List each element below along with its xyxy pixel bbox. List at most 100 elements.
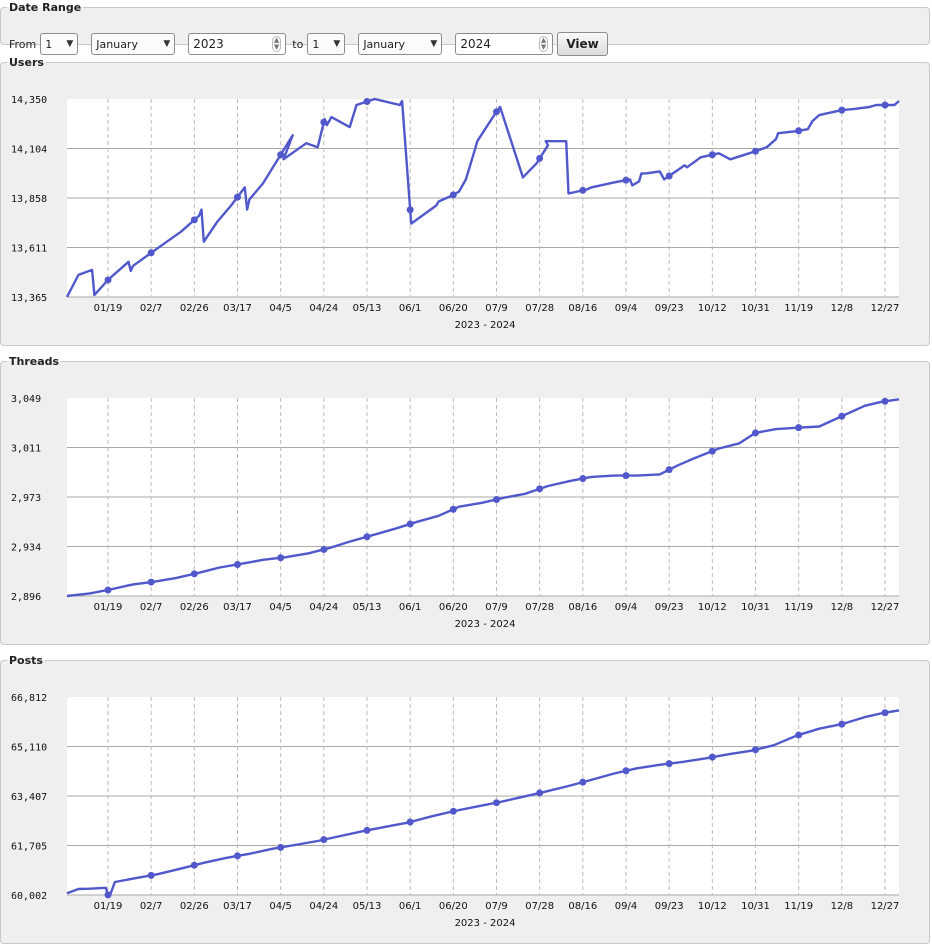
- x-tick-label: 04/24: [309, 901, 338, 912]
- y-tick-label: 66,812: [11, 693, 47, 704]
- data-point: [363, 533, 371, 541]
- posts-panel: Posts 66,812 65,110 63,407 61,705 60,002 01/1…: [0, 654, 930, 944]
- data-point: [147, 578, 155, 586]
- chevron-down-icon: ▼: [66, 39, 74, 49]
- y-tick-label: 2,973: [11, 493, 41, 504]
- data-point: [363, 98, 371, 106]
- data-point: [449, 505, 457, 513]
- posts-chart: 66,812 65,110 63,407 61,705 60,002 01/19 02/7 0…: [11, 693, 900, 929]
- x-tick-label: 04/5: [269, 303, 291, 314]
- x-tick-label: 07/9: [485, 602, 507, 613]
- from-day-value: 1: [45, 37, 53, 51]
- data-point: [881, 709, 889, 717]
- x-tick-label: 02/26: [180, 901, 209, 912]
- data-point: [104, 891, 112, 899]
- x-tick-label: 11/19: [784, 602, 813, 613]
- x-tick-label: 10/31: [741, 602, 770, 613]
- data-point: [838, 720, 846, 728]
- x-tick-label: 10/31: [741, 901, 770, 912]
- data-point: [147, 871, 155, 879]
- x-tick-label: 07/9: [485, 901, 507, 912]
- x-tick-label: 05/13: [353, 602, 382, 613]
- x-tick-label: 04/24: [309, 303, 338, 314]
- x-tick-label: 07/9: [485, 303, 507, 314]
- chevron-down-icon: ▼: [333, 39, 341, 49]
- x-tick-label: 11/19: [784, 303, 813, 314]
- x-tick-label: 01/19: [94, 901, 123, 912]
- data-point: [234, 561, 241, 569]
- data-point: [881, 397, 889, 405]
- x-tick-label: 09/23: [655, 901, 684, 912]
- spinner-icon[interactable]: ▲ ▼: [538, 36, 549, 52]
- x-tick-label: 03/17: [223, 901, 252, 912]
- y-tick-label: 65,110: [11, 743, 47, 754]
- users-panel-title: Users: [9, 56, 44, 69]
- from-label: From: [9, 37, 37, 51]
- x-tick-label: 04/5: [269, 602, 291, 613]
- data-point: [795, 127, 803, 135]
- to-year-value: 2024: [460, 37, 491, 51]
- x-tick-label: 12/27: [871, 303, 900, 314]
- x-tick-label: 04/24: [309, 602, 338, 613]
- data-point: [190, 570, 198, 578]
- x-tick-label: 02/7: [140, 901, 162, 912]
- data-point: [234, 852, 241, 860]
- data-point: [622, 472, 630, 480]
- to-day-select[interactable]: 1 ▼: [307, 33, 346, 55]
- x-tick-label: 06/1: [399, 602, 421, 613]
- data-point: [795, 731, 803, 739]
- data-point: [579, 475, 587, 483]
- x-tick-label: 09/4: [615, 901, 637, 912]
- x-tick-label: 06/1: [399, 303, 421, 314]
- data-point: [104, 586, 112, 594]
- data-point: [708, 151, 716, 159]
- x-tick-label: 12/8: [831, 303, 853, 314]
- x-tick-label: 05/13: [353, 303, 382, 314]
- chevron-down-icon: ▼: [163, 39, 171, 49]
- to-day-value: 1: [312, 37, 320, 51]
- to-month-select[interactable]: January ▼: [358, 33, 443, 55]
- y-tick-label: 2,934: [11, 543, 41, 554]
- from-month-select[interactable]: January ▼: [91, 33, 176, 55]
- data-point: [190, 216, 198, 224]
- data-point: [665, 172, 673, 180]
- y-tick-label: 14,104: [11, 145, 47, 156]
- x-tick-label: 03/17: [223, 303, 252, 314]
- posts-panel-title: Posts: [9, 654, 43, 667]
- from-day-select[interactable]: 1 ▼: [40, 33, 79, 55]
- x-tick-label: 12/27: [871, 901, 900, 912]
- data-point: [190, 861, 198, 869]
- chevron-down-icon: ▼: [430, 39, 438, 49]
- data-point: [838, 412, 846, 420]
- data-point: [752, 429, 759, 437]
- x-tick-label: 08/16: [568, 901, 597, 912]
- x-tick-label: 01/19: [94, 303, 123, 314]
- x-tick-label: 09/4: [615, 602, 637, 613]
- data-point: [147, 249, 155, 257]
- y-tick-label: 14,350: [11, 95, 47, 106]
- from-year-input[interactable]: 2023 ▲ ▼: [188, 33, 287, 55]
- x-tick-label: 08/16: [568, 303, 597, 314]
- x-tick-label: 02/26: [180, 303, 209, 314]
- x-tick-label: 07/28: [525, 901, 554, 912]
- spinner-icon[interactable]: ▲ ▼: [271, 36, 282, 52]
- x-axis-label: 2023 - 2024: [455, 918, 516, 929]
- data-point: [493, 495, 500, 503]
- view-button[interactable]: View: [557, 32, 608, 56]
- data-point: [536, 789, 544, 797]
- x-tick-label: 06/1: [399, 901, 421, 912]
- y-tick-label: 61,705: [11, 842, 47, 853]
- data-point: [449, 191, 457, 199]
- y-tick-label: 3,049: [11, 394, 41, 405]
- data-point: [320, 545, 328, 553]
- data-point: [234, 193, 241, 201]
- x-tick-label: 06/20: [439, 602, 468, 613]
- data-point: [493, 108, 500, 116]
- data-point: [579, 778, 587, 786]
- from-year-value: 2023: [193, 37, 224, 51]
- data-point: [493, 799, 500, 807]
- to-year-input[interactable]: 2024 ▲ ▼: [455, 33, 554, 55]
- data-point: [665, 760, 673, 768]
- data-point: [449, 807, 457, 815]
- y-tick-label: 60,002: [11, 891, 47, 902]
